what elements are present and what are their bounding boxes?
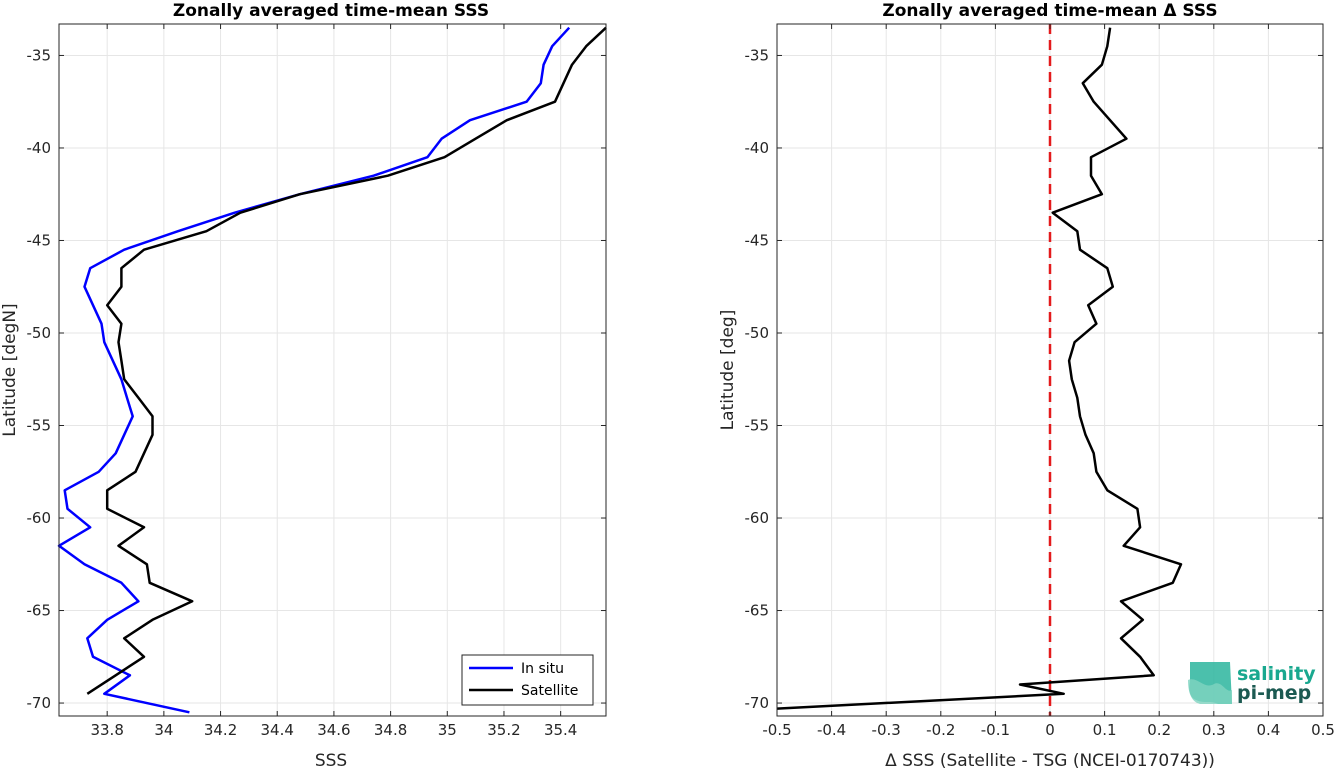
x-tick-label: 34.2	[204, 721, 237, 739]
legend: In situ Satellite	[461, 654, 594, 706]
y-tick-label: -65	[745, 602, 770, 620]
y-tick-label: -60	[745, 509, 770, 527]
x-tick-label: -0.3	[872, 721, 901, 739]
x-tick-label: 34.4	[261, 721, 294, 739]
x-tick-label: 33.8	[90, 721, 123, 739]
y-tick-label: -50	[745, 324, 770, 342]
sss-y-axis-label: Latitude [degN]	[0, 303, 20, 436]
x-tick-label: 35.4	[544, 721, 577, 739]
x-tick-label: 0.1	[1093, 721, 1117, 739]
y-tick-label: -70	[27, 694, 52, 712]
x-tick-label: 34.8	[374, 721, 407, 739]
logo-text-salinity: salinity	[1237, 663, 1316, 685]
delta-sss-x-axis-label: Δ SSS (Satellite - TSG (NCEI-0170743))	[885, 751, 1215, 769]
x-tick-label: -0.4	[817, 721, 846, 739]
x-tick-label: -0.1	[981, 721, 1010, 739]
y-tick-label: -40	[27, 139, 52, 157]
legend-box	[461, 654, 594, 706]
x-tick-label: 35	[438, 721, 457, 739]
delta-sss-y-axis-label: Latitude [deg]	[718, 310, 738, 431]
y-tick-label: -35	[27, 46, 52, 64]
salinity-pi-mep-logo: salinity pi-mep	[1188, 662, 1316, 704]
x-tick-label: -0.2	[926, 721, 955, 739]
y-tick-label: -65	[27, 602, 52, 620]
series-line-delta-sss	[776, 27, 1183, 710]
delta-sss-chart-title: Zonally averaged time-mean Δ SSS	[882, 1, 1217, 21]
sss-series	[57, 26, 607, 714]
x-tick-label: 34	[154, 721, 173, 739]
y-tick-label: -50	[27, 324, 52, 342]
y-tick-label: -70	[745, 694, 770, 712]
legend-label-in-situ: In situ	[521, 661, 564, 677]
legend-label-satellite: Satellite	[521, 683, 578, 699]
logo-wave-mark-light	[1188, 679, 1232, 704]
y-tick-label: -40	[745, 139, 770, 157]
y-tick-label: -60	[27, 509, 52, 527]
sss-axes-frame	[58, 23, 607, 717]
y-tick-label: -55	[745, 417, 770, 435]
y-tick-label: -35	[745, 46, 770, 64]
x-tick-label: -0.5	[762, 721, 791, 739]
sss-panel: Zonally averaged time-mean SSS SSS Latit…	[0, 1, 607, 769]
delta-sss-series	[776, 24, 1183, 716]
delta-sss-ticks: -0.5 -0.4 -0.3 -0.2 -0.1 0 0.1 0.2 0.3 0.4 0.5 -35 -…	[745, 24, 1335, 739]
x-tick-label: 0.5	[1311, 721, 1335, 739]
x-tick-label: 0.4	[1256, 721, 1280, 739]
y-tick-label: -45	[745, 231, 770, 249]
series-line-satellite	[86, 26, 607, 695]
sss-grid	[59, 24, 606, 716]
x-tick-label: 0	[1045, 721, 1055, 739]
y-tick-label: -55	[27, 417, 52, 435]
x-tick-label: 0.2	[1147, 721, 1171, 739]
series-line-in-situ	[57, 26, 571, 714]
sss-ticks: 33.8 34 34.2 34.4 34.6 34.8 35 35.2 35.4 -35 -40 -4…	[27, 24, 606, 739]
delta-sss-panel: Zonally averaged time-mean Δ SSS Δ SSS (…	[718, 1, 1335, 769]
x-tick-label: 34.6	[317, 721, 350, 739]
x-tick-label: 35.2	[487, 721, 520, 739]
y-tick-label: -45	[27, 231, 52, 249]
x-tick-label: 0.3	[1202, 721, 1226, 739]
sss-chart-title: Zonally averaged time-mean SSS	[173, 1, 489, 21]
logo-text-pi-mep: pi-mep	[1237, 682, 1311, 704]
sss-x-axis-label: SSS	[315, 751, 347, 769]
